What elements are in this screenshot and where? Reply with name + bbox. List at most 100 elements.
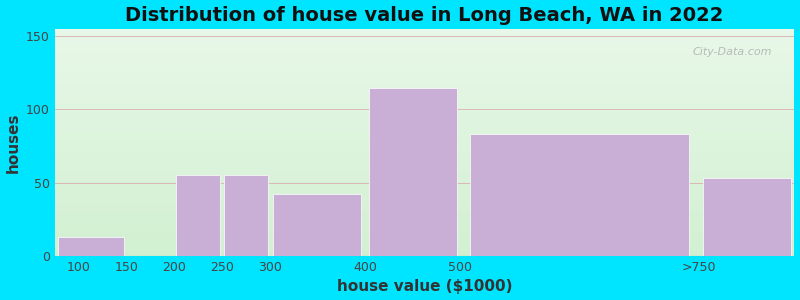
Bar bbox=[55, 200, 794, 202]
Bar bbox=[55, 250, 794, 251]
Bar bbox=[55, 197, 794, 198]
Bar bbox=[55, 230, 794, 231]
Bar bbox=[55, 50, 794, 52]
Bar bbox=[55, 188, 794, 189]
Bar bbox=[55, 255, 794, 256]
Bar bbox=[55, 90, 794, 92]
Bar bbox=[55, 221, 794, 222]
Bar bbox=[55, 225, 794, 226]
Bar bbox=[55, 238, 794, 239]
Bar bbox=[55, 213, 794, 214]
Bar bbox=[55, 100, 794, 102]
Bar bbox=[55, 145, 794, 146]
Bar bbox=[55, 132, 794, 134]
Bar bbox=[55, 186, 794, 187]
Bar bbox=[55, 163, 794, 164]
Bar bbox=[55, 44, 794, 45]
Bar bbox=[55, 88, 794, 89]
Bar bbox=[55, 207, 794, 208]
Bar bbox=[55, 115, 794, 116]
Bar bbox=[470, 134, 690, 256]
Bar bbox=[55, 122, 794, 123]
Bar bbox=[55, 33, 794, 34]
Bar bbox=[55, 140, 794, 141]
Bar bbox=[55, 148, 794, 149]
Bar bbox=[369, 88, 457, 256]
Bar bbox=[55, 83, 794, 85]
Bar bbox=[55, 215, 794, 216]
Bar bbox=[55, 86, 794, 87]
Bar bbox=[55, 209, 794, 211]
Bar bbox=[55, 72, 794, 73]
Bar bbox=[55, 216, 794, 217]
Bar bbox=[55, 94, 794, 95]
Bar bbox=[55, 137, 794, 138]
Bar bbox=[55, 199, 794, 200]
Bar bbox=[55, 58, 794, 60]
Bar bbox=[55, 176, 794, 178]
Bar bbox=[55, 149, 794, 150]
Bar bbox=[55, 60, 794, 61]
Bar bbox=[55, 245, 794, 246]
Bar bbox=[55, 152, 794, 153]
Bar bbox=[55, 65, 794, 66]
Bar bbox=[55, 180, 794, 181]
Bar bbox=[55, 106, 794, 107]
Bar bbox=[55, 183, 794, 184]
Bar bbox=[176, 176, 220, 256]
Bar bbox=[55, 136, 794, 137]
Bar bbox=[55, 127, 794, 128]
Bar bbox=[55, 195, 794, 196]
Bar bbox=[55, 189, 794, 190]
Bar bbox=[55, 167, 794, 169]
Bar bbox=[55, 205, 794, 206]
Bar bbox=[55, 116, 794, 118]
Bar bbox=[55, 211, 794, 212]
Bar bbox=[55, 48, 794, 49]
Bar bbox=[55, 233, 794, 234]
Bar bbox=[55, 66, 794, 68]
Bar bbox=[55, 69, 794, 70]
Bar bbox=[55, 53, 794, 54]
Bar bbox=[55, 194, 794, 195]
Bar bbox=[55, 39, 794, 40]
Bar bbox=[55, 182, 794, 183]
Bar bbox=[55, 37, 794, 38]
Bar bbox=[55, 239, 794, 240]
Bar bbox=[55, 173, 794, 174]
Bar bbox=[55, 61, 794, 62]
Bar bbox=[55, 228, 794, 229]
Bar bbox=[55, 174, 794, 175]
Bar bbox=[55, 108, 794, 110]
Bar bbox=[55, 206, 794, 207]
Bar bbox=[55, 138, 794, 139]
Bar bbox=[55, 105, 794, 106]
Bar bbox=[55, 52, 794, 53]
Bar bbox=[55, 166, 794, 167]
Bar bbox=[55, 236, 794, 237]
Bar bbox=[55, 155, 794, 156]
Bar bbox=[55, 196, 794, 197]
Bar bbox=[55, 41, 794, 43]
Bar bbox=[55, 49, 794, 50]
Bar bbox=[55, 76, 794, 78]
Bar bbox=[55, 74, 794, 76]
Bar bbox=[55, 165, 794, 166]
Bar bbox=[55, 70, 794, 71]
Bar bbox=[55, 63, 794, 64]
Bar bbox=[55, 56, 794, 57]
Bar bbox=[55, 203, 794, 204]
Bar bbox=[55, 62, 794, 63]
Bar bbox=[58, 237, 123, 256]
Bar bbox=[55, 156, 794, 157]
Bar bbox=[55, 30, 794, 31]
Bar bbox=[55, 222, 794, 223]
Bar bbox=[55, 139, 794, 140]
Bar bbox=[55, 158, 794, 160]
Bar bbox=[55, 118, 794, 120]
Bar bbox=[55, 113, 794, 114]
Bar bbox=[55, 157, 794, 158]
Bar bbox=[55, 114, 794, 115]
Bar bbox=[55, 104, 794, 105]
Bar bbox=[55, 130, 794, 131]
